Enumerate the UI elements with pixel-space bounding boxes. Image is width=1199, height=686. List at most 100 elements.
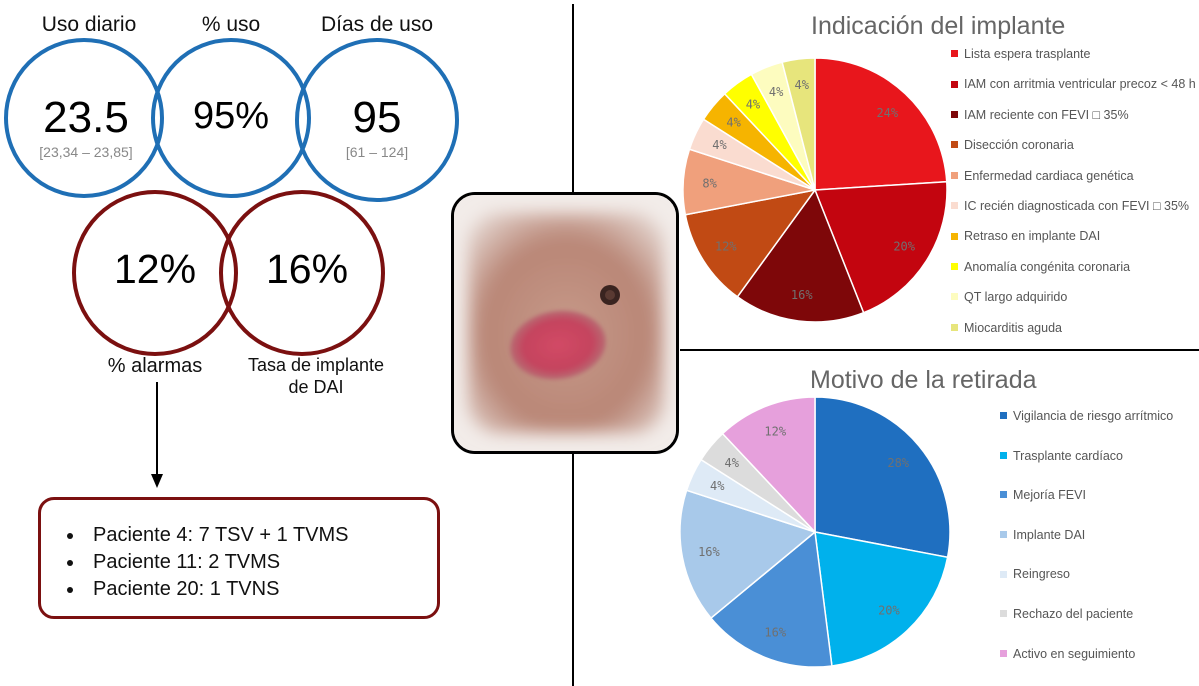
chart2-data-label: 16%: [698, 545, 720, 559]
chart2-legend-swatch: [1000, 451, 1007, 459]
chart1-legend-label: Miocarditis aguda: [964, 320, 1062, 335]
chart1-data-label: 4%: [769, 85, 784, 99]
alarms-value: 12%: [113, 246, 197, 292]
chart1-legend-label: QT largo adquirido: [964, 290, 1068, 305]
chart2-legend-item: Rechazo del paciente: [1000, 607, 1133, 621]
days-use-label: Días de uso: [320, 13, 434, 36]
chart1-data-label: 24%: [876, 106, 898, 120]
chart2-legend-label: Rechazo del paciente: [1013, 607, 1134, 621]
chart2-legend-swatch: [1000, 491, 1007, 499]
chart1-legend-item: Retraso en implante DAI: [951, 229, 1100, 243]
chart2-legend-swatch: [1000, 531, 1007, 538]
chart2-legend-item: Activo en seguimiento: [1000, 647, 1135, 661]
chart1-slice: [813, 180, 948, 314]
chart2-legend-label: Trasplante cardíaco: [1013, 448, 1124, 463]
daily-use-range: [23,34 – 23,85]: [39, 144, 133, 160]
chart1-legend-item: Anomalía congénita coronaria: [951, 260, 1130, 274]
chart2-data-label: 20%: [878, 604, 900, 618]
daily-use-label: Uso diario: [41, 13, 137, 36]
icd-rate-value: 16%: [265, 246, 349, 292]
chart2-data-label: 12%: [764, 425, 786, 439]
chart1-legend-swatch: [951, 80, 958, 88]
chart2-legend-label: Vigilancia de riesgo arrítmico: [1013, 409, 1174, 423]
chart1-legend-item: Lista espera trasplante: [951, 47, 1090, 61]
chart1-legend-label: IAM con arritmia ventricular precoz < 48…: [964, 77, 1196, 92]
chart1-data-label: 4%: [712, 138, 727, 152]
alarm-details-box: Paciente 4: 7 TSV + 1 TVMS Paciente 11: …: [38, 497, 440, 619]
chart2-legend-item: Implante DAI: [1000, 528, 1085, 542]
chart2-legend-item: Vigilancia de riesgo arrítmico: [1000, 409, 1173, 423]
chart1-legend-label: Lista espera trasplante: [964, 47, 1091, 61]
skin-lesion-photo: [451, 192, 679, 454]
chart2-legend-swatch: [1000, 610, 1007, 618]
chart2-data-label: 4%: [725, 456, 740, 470]
chart1-data-label: 20%: [893, 240, 915, 254]
chart1-legend-swatch: [951, 293, 958, 301]
chart2-data-label: 28%: [887, 456, 909, 470]
chart1-legend-item: Enfermedad cardiaca genética: [951, 169, 1134, 183]
chart2-data-label: 16%: [764, 625, 786, 639]
chart2-legend-label: Mejoría FEVI: [1013, 488, 1086, 503]
chart1-legend-item: IAM reciente con FEVI □ 35%: [951, 108, 1129, 122]
chart2-slice: [814, 531, 949, 667]
chart1-data-label: 16%: [791, 288, 813, 302]
chart1-legend-label: Disección coronaria: [964, 138, 1074, 153]
down-arrow: [151, 382, 163, 488]
icd-rate-label-line1: Tasa de implante: [247, 355, 385, 375]
chart1-legend-swatch: [951, 202, 958, 210]
chart1-legend-item: QT largo adquirido: [951, 290, 1067, 304]
chart2-slice: [721, 396, 816, 534]
chart2-title: Motivo de la retirada: [810, 366, 1037, 394]
horizontal-divider: [680, 349, 1199, 351]
pct-use-value: 95%: [192, 95, 270, 137]
chart1-legend-label: IAM reciente con FEVI □ 35%: [964, 107, 1129, 122]
chart2-legend-swatch: [1000, 570, 1007, 578]
chart1-legend-label: IC recién diagnosticada con FEVI □ 35%: [964, 199, 1190, 213]
alarm-detail-item: Paciente 11: 2 TVMS: [85, 549, 437, 576]
chart1-legend-swatch: [951, 323, 958, 331]
chart2-slice: [709, 530, 833, 668]
days-use-value: 95: [352, 93, 402, 142]
days-use-range: [61 – 124]: [345, 144, 409, 160]
chart1-legend-swatch: [951, 171, 958, 179]
chart1-legend-item: IC recién diagnosticada con FEVI □ 35%: [951, 199, 1189, 213]
chart2-pie: 28% 20% 16% 16% 4%4% 12%: [679, 396, 951, 668]
chart1-title: Indicación del implante: [811, 12, 1066, 40]
chart1-slice: [736, 188, 865, 323]
chart1-legend-item: IAM con arritmia ventricular precoz < 48…: [951, 77, 1196, 91]
chart1-slice: [814, 57, 948, 191]
chart2-legend-swatch: [1000, 649, 1007, 657]
days-use-circle: [295, 38, 459, 202]
chart1-legend-swatch: [951, 141, 958, 149]
chart2-legend-item: Trasplante cardíaco: [1000, 449, 1123, 463]
chart2-legend-label: Reingreso: [1013, 567, 1070, 582]
chart1-data-label: 8%: [702, 176, 717, 190]
alarm-detail-item: Paciente 20: 1 TVNS: [85, 576, 437, 603]
chart1-legend-label: Retraso en implante DAI: [964, 229, 1101, 244]
chart2-legend-label: Activo en seguimiento: [1013, 646, 1136, 661]
chart2-legend-item: Reingreso: [1000, 567, 1070, 581]
chart1-pie: 24% 20% 16% 12% 8% 4% 4% 4% 4% 4%: [682, 57, 948, 323]
alarms-label: % alarmas: [107, 355, 203, 377]
chart2-legend-label: Implante DAI: [1013, 527, 1086, 542]
chart1-legend: Lista espera trasplante IAM con arritmia …: [951, 47, 1199, 347]
chart1-legend-item: Miocarditis aguda: [951, 321, 1062, 335]
daily-use-value: 23.5: [43, 93, 129, 142]
chart1-data-label: 4%: [746, 98, 761, 112]
chart1-data-label: 4%: [795, 78, 810, 92]
skin-lesion-image: [454, 195, 676, 451]
icd-rate-label-line2: de DAI: [288, 377, 344, 397]
chart1-legend-swatch: [951, 263, 958, 270]
alarm-details-list: Paciente 4: 7 TSV + 1 TVMS Paciente 11: …: [41, 522, 437, 603]
chart1-slice: [684, 188, 817, 298]
chart1-legend-swatch: [951, 111, 958, 118]
chart1-data-label: 4%: [726, 116, 741, 130]
pct-use-label: % uso: [201, 13, 261, 36]
chart1-legend-label: Anomalía congénita coronaria: [964, 259, 1131, 274]
chart1-legend-label: Enfermedad cardiaca genética: [964, 168, 1134, 183]
chart2-legend: Vigilancia de riesgo arrítmico Trasplante…: [1000, 409, 1199, 679]
alarm-detail-item: Paciente 4: 7 TSV + 1 TVMS: [85, 522, 437, 549]
chart1-legend-swatch: [951, 232, 958, 240]
chart1-legend-item: Disección coronaria: [951, 138, 1074, 152]
chart2-data-label: 4%: [710, 479, 725, 493]
